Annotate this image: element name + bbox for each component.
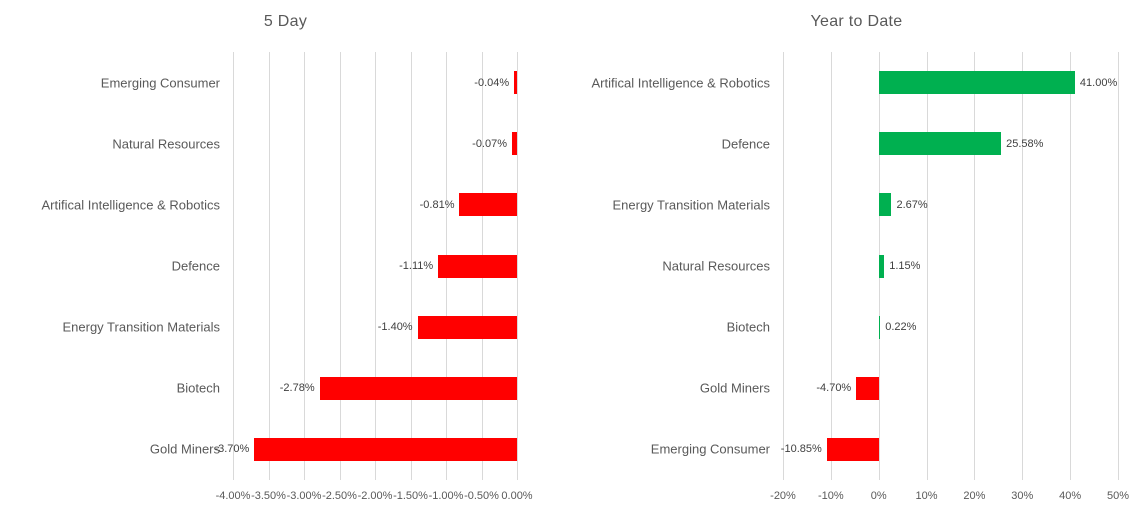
gridline <box>375 52 376 480</box>
chart-title-year-to-date: Year to Date <box>810 13 903 30</box>
data-label-gold-miners: -4.70% <box>816 382 852 395</box>
data-label-artifical-intelligence-robotics: 41.00% <box>1079 76 1118 89</box>
bar-energy-transition-materials <box>878 193 892 217</box>
x-axis-tick-label: 0% <box>870 490 887 502</box>
category-label-emerging-consumer: Emerging Consumer <box>100 75 220 91</box>
category-label-energy-transition-materials: Energy Transition Materials <box>612 197 770 213</box>
x-axis-tick-label: 0.00% <box>501 490 533 502</box>
plot-area-5-day: Emerging Consumer Natural Resources Artifi… <box>0 52 571 502</box>
category-label-biotech: Biotech <box>726 319 770 335</box>
x-axis-tick-label: -2.00% <box>357 490 393 502</box>
bar-natural-resources <box>878 254 885 278</box>
category-label-natural-resources: Natural Resources <box>112 136 220 152</box>
data-label-defence: 25.58% <box>1006 137 1044 150</box>
x-axis-tick-label: -1.50% <box>393 490 428 502</box>
gridline <box>1022 52 1024 480</box>
bar-emerging-consumer <box>826 437 879 461</box>
plot-grid: -4.00% -3.50% -3.00% -2.50% -2.00% -1.50% -1.0… <box>214 52 533 502</box>
bar-biotech <box>878 315 881 339</box>
category-label-energy-transition-materials: Energy Transition Materials <box>62 319 220 335</box>
gridline <box>304 52 305 480</box>
chart-title-5-day: 5 Day <box>263 13 308 30</box>
chart-panel-year-to-date: Year to Date Artifical Intelligence & Ro… <box>571 0 1142 514</box>
category-label-artifical-intelligence-robotics: Artifical Intelligence & Robotics <box>41 197 220 213</box>
gridline <box>233 52 234 480</box>
bar-energy-transition-materials <box>417 315 517 339</box>
data-label-natural-resources: -0.07% <box>472 137 508 150</box>
bar-biotech <box>319 376 517 400</box>
category-label-defence: Defence <box>171 258 220 274</box>
category-label-biotech: Biotech <box>176 380 220 396</box>
data-label-biotech: -2.78% <box>279 382 315 395</box>
x-axis-tick-label: -0.50% <box>464 490 499 502</box>
x-axis-tick-label: 40% <box>1059 490 1082 502</box>
x-axis-tick-label: -20% <box>770 490 796 502</box>
category-label-natural-resources: Natural Resources <box>662 258 770 274</box>
bar-natural-resources <box>512 132 517 156</box>
x-axis-tick-label: -2.50% <box>322 490 357 502</box>
x-axis-tick-label: 30% <box>1011 490 1034 502</box>
plot-area-year-to-date: Artifical Intelligence & Robotics Defence… <box>571 52 1142 502</box>
data-label-energy-transition-materials: 2.67% <box>896 198 928 211</box>
x-axis-tick-label: 20% <box>963 490 986 502</box>
bar-defence <box>438 254 517 278</box>
category-label-defence: Defence <box>721 136 770 152</box>
category-label-gold-miners: Gold Miners <box>699 380 770 396</box>
x-axis-tick-label: -1.00% <box>428 490 464 502</box>
data-label-natural-resources: 1.15% <box>889 260 921 272</box>
gridline <box>517 52 518 480</box>
plot-grid: -20% -10% 0% 10% 20% 30% 40% 50% 41.00% 25.58% 2.6… <box>770 52 1129 502</box>
gridline <box>974 52 976 480</box>
gridline <box>410 52 412 480</box>
chart-panel-5-day: 5 Day Emerging Consumer Natural Resources… <box>0 13 571 502</box>
x-axis-tick-label: 10% <box>915 490 938 502</box>
gridline <box>830 52 832 480</box>
data-label-emerging-consumer: -10.85% <box>780 443 822 456</box>
category-axis: Emerging Consumer Natural Resources Artifi… <box>0 52 233 480</box>
data-label-emerging-consumer: -0.04% <box>474 76 510 89</box>
x-axis-tick-label: -10% <box>818 490 844 502</box>
x-axis-tick-label: -3.00% <box>286 490 322 502</box>
gridline <box>783 52 784 480</box>
gridline <box>268 52 270 480</box>
data-label-gold-miners: -3.70% <box>214 443 250 456</box>
data-label-artifical-intelligence-robotics: -0.81% <box>419 198 455 211</box>
category-label-gold-miners: Gold Miners <box>149 441 220 457</box>
data-label-defence: -1.11% <box>399 260 434 272</box>
category-label-artifical-intelligence-robotics: Artifical Intelligence & Robotics <box>591 75 770 91</box>
category-axis: Artifical Intelligence & Robotics Defence… <box>571 52 783 480</box>
bar-artifical-intelligence-robotics <box>878 71 1075 95</box>
bar-emerging-consumer <box>514 71 517 95</box>
gridline <box>339 52 341 480</box>
bar-artifical-intelligence-robotics <box>459 193 517 217</box>
x-axis-tick-label: 50% <box>1106 490 1130 502</box>
x-axis-tick-label: -4.00% <box>215 490 251 502</box>
bar-gold-miners <box>254 437 517 461</box>
x-axis-tick-label: -3.50% <box>251 490 286 502</box>
data-label-biotech: 0.22% <box>885 321 917 334</box>
gridline <box>1118 52 1119 480</box>
category-label-emerging-consumer: Emerging Consumer <box>650 441 770 457</box>
bar-gold-miners <box>856 376 879 400</box>
bar-defence <box>878 132 1002 156</box>
data-label-energy-transition-materials: -1.40% <box>377 321 413 334</box>
gridline <box>926 52 928 480</box>
gridline <box>1070 52 1072 480</box>
